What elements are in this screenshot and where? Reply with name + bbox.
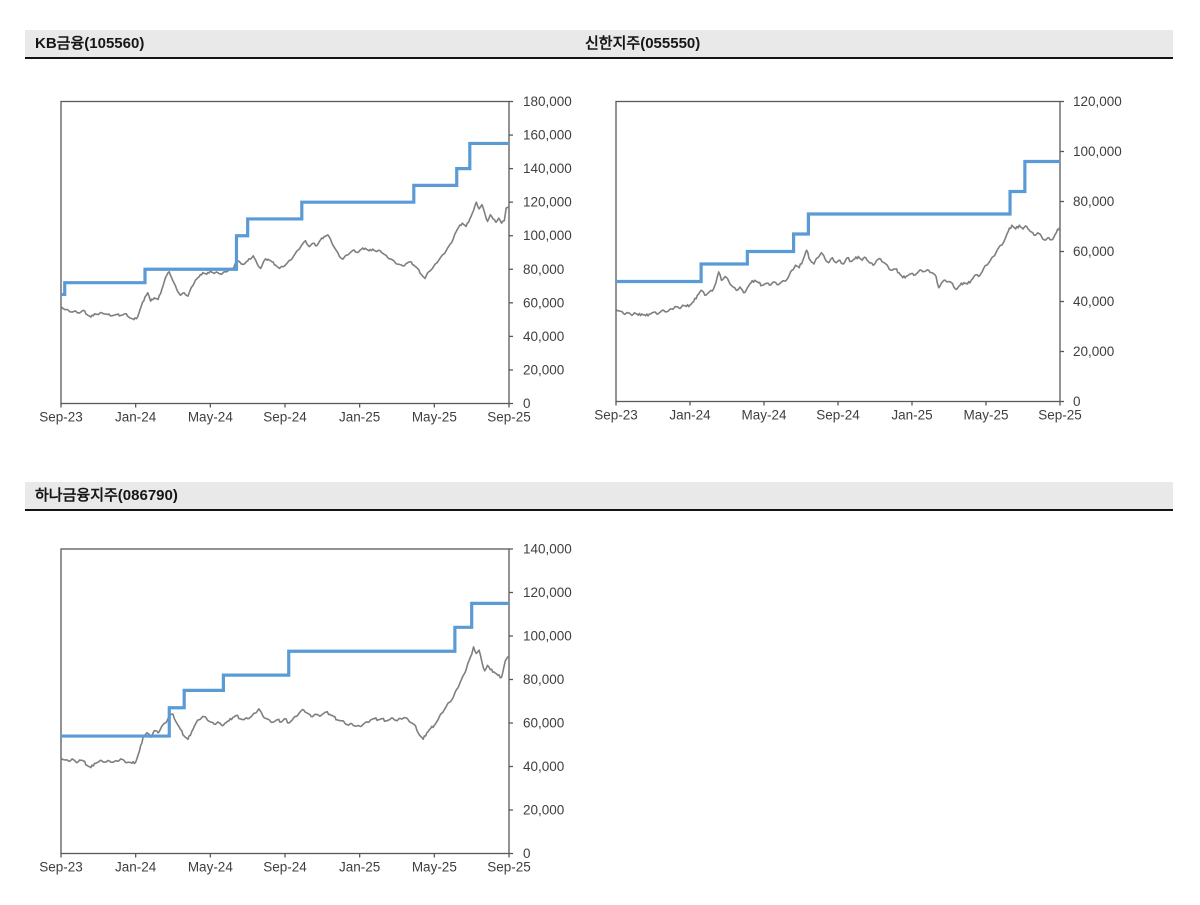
y-axis: 0 20,000 40,000 60,000 80,000 100,000 120,000 (1060, 94, 1122, 409)
y-tick-label: 80,000 (523, 672, 564, 687)
plot-frame (615, 100, 1061, 403)
y-tick-label: 40,000 (1073, 294, 1114, 309)
x-tick-label: May-24 (188, 860, 234, 875)
x-tick-label: Sep-23 (594, 408, 638, 423)
y-axis: 0 20,000 40,000 60,000 80,000 100,000 120,000 1… (509, 94, 572, 411)
y-tick-label: 160,000 (523, 128, 572, 143)
x-tick-label: May-24 (188, 410, 234, 425)
y-tick-label: 60,000 (523, 295, 564, 310)
y-tick-label: 0 (1073, 394, 1081, 409)
y-tick-label: 40,000 (523, 759, 564, 774)
x-tick-label: May-25 (963, 408, 1008, 423)
x-tick-label: Sep-25 (487, 410, 531, 425)
y-tick-label: 80,000 (523, 262, 564, 277)
y-axis: 0 20,000 40,000 60,000 80,000 100,000 120,000 1… (509, 542, 572, 861)
x-tick-label: Jan-24 (115, 410, 157, 425)
x-tick-label: Sep-23 (39, 860, 83, 875)
plot-frame (60, 100, 510, 405)
y-tick-label: 60,000 (523, 716, 564, 731)
x-tick-label: Sep-24 (816, 408, 860, 423)
x-tick-label: May-25 (412, 410, 457, 425)
chart-kb-financial-svg: Sep-23 Jan-24 May-24 Sep-24 Jan-25 May-25 Sep-… (39, 94, 572, 425)
y-tick-label: 180,000 (523, 94, 572, 109)
target-price-line (61, 141, 509, 297)
x-tick-label: May-24 (741, 408, 787, 423)
chart-hana: Sep-23 Jan-24 May-24 Sep-24 Jan-25 May-25 Sep-… (25, 538, 590, 883)
chart-kb-financial: Sep-23 Jan-24 May-24 Sep-24 Jan-25 May-25 Sep-… (25, 90, 590, 435)
x-tick-label: Sep-24 (263, 410, 307, 425)
x-tick-label: Sep-25 (1038, 408, 1082, 423)
y-tick-label: 40,000 (523, 329, 564, 344)
x-axis: Sep-23 Jan-24 May-24 Sep-24 Jan-25 May-25 Sep-… (39, 853, 531, 875)
x-tick-label: Sep-23 (39, 410, 83, 425)
stock-price-line (60, 201, 510, 321)
x-tick-label: Sep-25 (487, 860, 531, 875)
y-tick-label: 20,000 (523, 362, 564, 377)
y-tick-label: 100,000 (523, 228, 572, 243)
y-tick-label: 100,000 (1073, 144, 1122, 159)
y-tick-label: 140,000 (523, 542, 572, 557)
target-price-line (61, 601, 509, 738)
x-tick-label: Jan-25 (891, 408, 932, 423)
x-tick-label: Jan-24 (115, 860, 157, 875)
x-tick-label: Jan-25 (339, 410, 380, 425)
x-tick-label: May-25 (412, 860, 457, 875)
y-tick-label: 120,000 (523, 195, 572, 210)
x-tick-label: Jan-24 (669, 408, 711, 423)
y-tick-label: 120,000 (523, 585, 572, 600)
y-tick-label: 100,000 (523, 629, 572, 644)
y-tick-label: 0 (523, 396, 531, 411)
x-axis: Sep-23 Jan-24 May-24 Sep-24 Jan-25 May-25 Sep-… (594, 401, 1082, 423)
chart-shinhan-svg: Sep-23 Jan-24 May-24 Sep-24 Jan-25 May-25 Sep-… (594, 94, 1122, 423)
section-header-top: KB금융(105560) 신한지주(055550) (25, 30, 1173, 59)
chart-hana-svg: Sep-23 Jan-24 May-24 Sep-24 Jan-25 May-25 Sep-… (39, 542, 572, 875)
plot-frame (60, 548, 510, 855)
target-price-line (616, 159, 1060, 284)
x-tick-label: Jan-25 (339, 860, 380, 875)
chart-title-hana: 하나금융지주(086790) (35, 487, 178, 504)
stock-price-line (60, 646, 510, 769)
y-tick-label: 60,000 (1073, 244, 1114, 259)
section-header-bottom: 하나금융지주(086790) (25, 482, 1173, 511)
y-tick-label: 20,000 (1073, 344, 1114, 359)
stock-price-line (615, 224, 1061, 317)
x-tick-label: Sep-24 (263, 860, 307, 875)
y-tick-label: 80,000 (1073, 194, 1114, 209)
y-tick-label: 120,000 (1073, 94, 1122, 109)
y-tick-label: 140,000 (523, 161, 572, 176)
y-tick-label: 0 (523, 846, 531, 861)
chart-title-shinhan: 신한지주(055550) (585, 35, 701, 52)
chart-shinhan: Sep-23 Jan-24 May-24 Sep-24 Jan-25 May-25 Sep-… (590, 90, 1200, 435)
x-axis: Sep-23 Jan-24 May-24 Sep-24 Jan-25 May-25 Sep-… (39, 403, 531, 425)
y-tick-label: 20,000 (523, 803, 564, 818)
chart-title-kb-financial: KB금융(105560) (35, 35, 145, 52)
